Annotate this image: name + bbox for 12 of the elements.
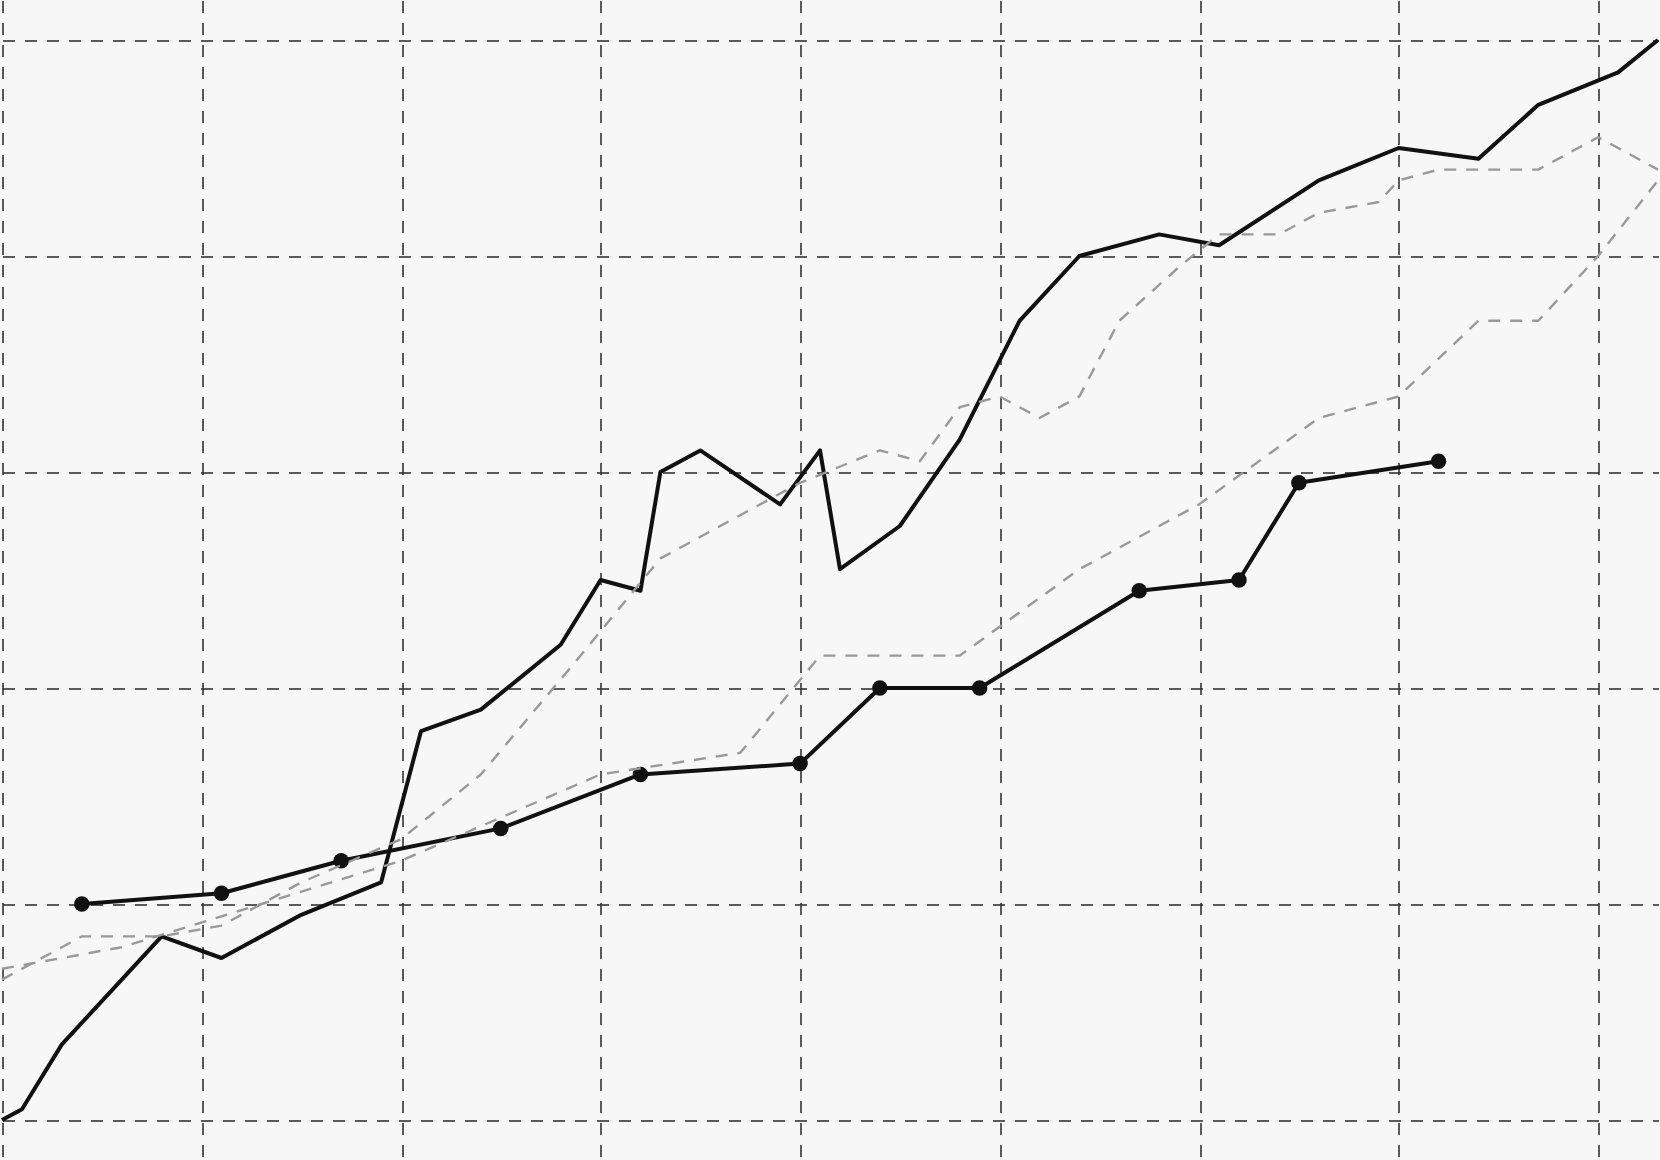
point <box>872 680 888 696</box>
point <box>1131 583 1147 599</box>
point <box>333 853 349 869</box>
point <box>971 680 988 696</box>
point <box>792 755 808 772</box>
point <box>1291 475 1307 491</box>
point <box>1430 453 1447 469</box>
point <box>632 766 649 783</box>
point <box>213 885 230 901</box>
point <box>1231 572 1247 588</box>
point <box>493 820 509 837</box>
point <box>74 896 90 912</box>
